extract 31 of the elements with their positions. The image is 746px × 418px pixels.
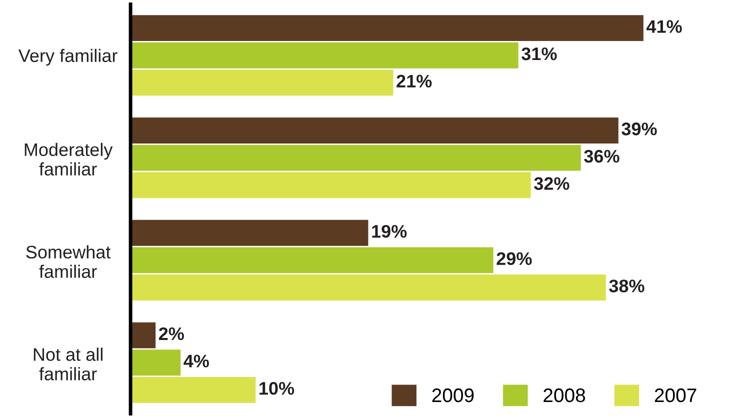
y-tick-label: Very familiar — [18, 48, 118, 66]
y-tick-label: Moderately familiar — [24, 142, 113, 176]
bar — [130, 15, 644, 42]
bar — [130, 322, 156, 348]
data-label: 21% — [396, 74, 432, 88]
bar — [130, 42, 518, 68]
bar — [130, 172, 531, 198]
bar — [130, 70, 394, 96]
bar — [130, 118, 618, 144]
data-label: 32% — [534, 177, 570, 190]
data-label: 41% — [646, 20, 682, 33]
data-label: 10% — [260, 382, 294, 395]
bar — [130, 247, 494, 274]
y-tick-label: Not at all familiar — [34, 348, 102, 380]
y-tick-label: Somewhat familiar — [26, 245, 111, 278]
data-label: 38% — [609, 280, 644, 292]
data-label: 2% — [158, 327, 184, 340]
legend-label: 2007 — [654, 388, 696, 402]
bar — [130, 274, 606, 300]
data-label: 31% — [522, 47, 557, 60]
data-label: 4% — [184, 354, 209, 368]
bar — [130, 220, 368, 246]
data-label: 39% — [622, 122, 657, 136]
data-label: 19% — [372, 224, 407, 238]
legend-label: 2009 — [432, 388, 474, 402]
bar — [130, 350, 181, 376]
bar — [130, 376, 256, 403]
data-label: 29% — [496, 252, 532, 266]
data-label: 36% — [584, 150, 620, 163]
legend-label: 2008 — [544, 388, 586, 402]
bar — [130, 144, 581, 171]
